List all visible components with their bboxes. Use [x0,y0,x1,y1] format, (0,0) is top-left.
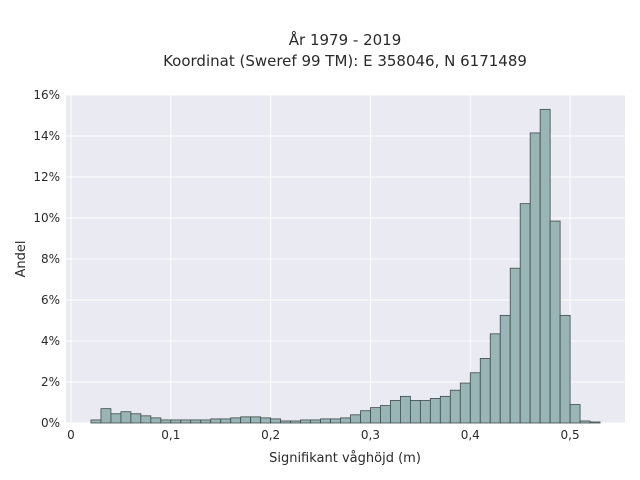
histogram-bar-38 [469,372,481,424]
y-tick-label-4: 8% [41,252,60,266]
histogram-bar-47 [559,314,571,424]
x-tick-label-0: 0 [67,428,75,442]
histogram-bar-39 [479,358,491,424]
histogram-bar-4 [130,413,142,424]
histogram-bar-27 [360,410,371,424]
histogram-bar-44 [529,132,541,424]
histogram-bar-37 [459,382,471,424]
histogram-bar-7 [160,419,172,424]
histogram-bar-23 [320,418,331,424]
y-tick-label-1: 2% [41,375,60,389]
histogram-bar-30 [390,400,401,424]
x-tick-label-5: 0,5 [561,428,580,442]
histogram-bar-36 [449,389,461,424]
histogram-bar-43 [519,203,531,424]
y-tick-label-8: 16% [33,88,60,102]
y-axis-label: Andel [14,241,29,278]
y-tick-label-0: 0% [41,416,60,430]
histogram-bar-11 [200,419,212,424]
histogram-bar-28 [370,407,381,424]
histogram-bar-8 [170,419,182,424]
histogram-bar-49 [579,420,591,424]
histogram-bar-21 [300,419,311,424]
histogram-bar-35 [439,395,451,424]
histogram-bar-34 [429,397,441,424]
histogram-bar-3 [120,411,132,424]
histogram-bar-22 [310,419,321,424]
histogram-bar-14 [230,417,242,424]
histogram-bar-10 [190,419,202,424]
x-tick-label-1: 0,1 [161,428,180,442]
y-tick-labels: 0% 2% 4% 6% 8% 10% 12% 14% 16% [33,88,60,430]
histogram-bar-33 [419,400,431,424]
histogram-bar-20 [290,420,301,424]
histogram-bar-45 [539,108,551,424]
histogram-bar-24 [330,418,341,424]
histogram-bar-1 [100,408,112,424]
histogram-bar-32 [409,400,421,424]
histogram-bar-40 [489,333,501,424]
histogram-bar-13 [220,418,232,424]
x-tick-label-3: 0,3 [361,428,380,442]
histogram-bar-9 [180,419,192,424]
x-tick-label-2: 0,2 [261,428,280,442]
y-tick-label-3: 6% [41,293,60,307]
histogram-bar-48 [569,404,581,424]
histogram-bar-18 [270,418,282,424]
x-tick-labels: 0 0,1 0,2 0,3 0,4 0,5 [67,428,579,442]
histogram-bar-2 [110,413,122,424]
histogram-bar-0 [90,419,102,424]
histogram-bar-31 [399,395,411,424]
grid-lines [66,94,625,424]
histogram-bar-50 [589,421,601,424]
histogram-bar-25 [340,417,351,424]
y-tick-label-2: 4% [41,334,60,348]
x-axis-label: Signifikant våghöjd (m) [269,451,421,466]
y-tick-label-6: 12% [33,170,60,184]
histogram-bar-41 [499,314,511,424]
x-tick-label-4: 0,4 [461,428,480,442]
histogram-bar-29 [380,405,391,424]
histogram-bar-46 [549,220,561,424]
histogram-bar-19 [280,420,291,424]
histogram-bar-16 [250,416,262,424]
histogram-bar-12 [210,418,222,424]
histogram-bar-26 [350,414,361,424]
histogram-bars [90,108,601,424]
y-tick-label-7: 14% [33,129,60,143]
histogram-bar-17 [260,417,272,424]
chart-title-line-1: År 1979 - 2019 [289,30,402,49]
chart-title-line-2: Koordinat (Sweref 99 TM): E 358046, N 61… [163,52,527,70]
histogram-bar-15 [240,416,252,424]
histogram-bar-6 [150,417,162,424]
histogram-bar-5 [140,415,152,424]
y-tick-label-5: 10% [33,211,60,225]
histogram-bar-42 [509,267,521,424]
